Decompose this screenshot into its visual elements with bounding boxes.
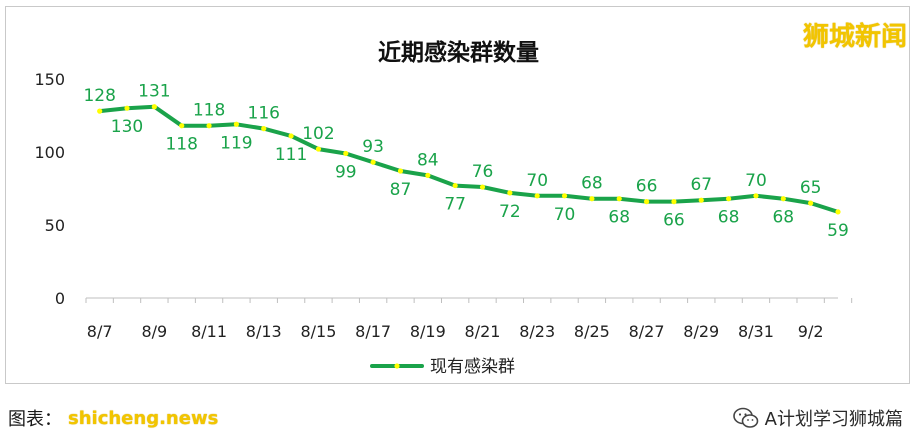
x-tick-label: 8/9	[141, 322, 167, 341]
source-label: 图表：	[8, 405, 62, 431]
data-point	[370, 159, 376, 165]
account-name: A计划学习狮城篇	[764, 409, 903, 430]
data-point	[261, 126, 267, 132]
x-tick-label: 8/31	[738, 322, 774, 341]
data-point	[151, 104, 157, 110]
x-tick-label: 8/11	[191, 322, 227, 341]
data-label: 111	[275, 145, 307, 165]
x-tick-label: 8/7	[87, 322, 113, 341]
x-tick-label: 8/23	[519, 322, 555, 341]
data-label: 68	[772, 208, 794, 228]
data-label: 118	[193, 101, 225, 121]
data-label: 68	[718, 208, 740, 228]
data-point	[425, 172, 431, 178]
x-tick-label: 9/2	[798, 322, 824, 341]
data-label: 93	[362, 137, 384, 157]
data-point	[780, 196, 786, 202]
site-watermark: shicheng.news	[68, 407, 219, 429]
data-point	[397, 168, 404, 174]
data-point	[671, 199, 677, 205]
data-label: 70	[526, 171, 548, 191]
data-label: 130	[111, 117, 143, 137]
top-watermark: 狮城新闻	[802, 22, 907, 52]
data-point	[589, 196, 595, 202]
data-label: 128	[83, 86, 115, 106]
series-line	[97, 104, 840, 214]
data-point	[97, 108, 103, 114]
x-tick-label: 8/27	[629, 322, 665, 341]
data-label: 66	[636, 177, 658, 197]
data-label: 87	[390, 180, 412, 200]
data-point	[233, 121, 239, 127]
data-point	[479, 184, 486, 190]
data-label: 116	[248, 104, 280, 124]
x-tick-label: 8/29	[683, 322, 719, 341]
legend-swatch-marker	[394, 363, 400, 369]
data-point	[561, 193, 568, 199]
account-caption: A计划学习狮城篇	[732, 405, 903, 431]
data-point	[315, 146, 322, 152]
legend-label: 现有感染群	[430, 357, 515, 377]
data-point	[452, 182, 458, 189]
wechat-icon	[732, 407, 758, 428]
data-point	[179, 123, 185, 129]
data-label: 72	[499, 202, 521, 222]
data-point	[835, 209, 841, 215]
x-tick-label: 8/15	[300, 322, 336, 341]
data-label: 65	[800, 178, 822, 198]
data-label: 70	[554, 205, 576, 225]
data-label: 68	[608, 208, 630, 228]
data-label: 67	[690, 175, 712, 195]
data-point	[507, 190, 513, 196]
data-label: 70	[745, 171, 767, 191]
data-point	[124, 105, 130, 111]
x-tick-label: 8/17	[355, 322, 391, 341]
data-label: 76	[472, 162, 494, 182]
data-label: 77	[444, 195, 466, 215]
source-caption: 图表： shicheng.news	[8, 405, 218, 431]
y-tick-label: 150	[34, 70, 65, 89]
y-tick-label: 0	[55, 289, 65, 308]
y-tick-label: 100	[34, 143, 65, 162]
x-tick-label: 8/25	[574, 322, 610, 341]
data-point	[698, 197, 704, 203]
chart-title: 近期感染群数量	[378, 40, 539, 66]
x-tick-label: 8/19	[410, 322, 446, 341]
data-label: 102	[302, 124, 334, 144]
data-point	[643, 199, 650, 205]
x-tick-label: 8/21	[465, 322, 501, 341]
data-label: 66	[663, 211, 685, 231]
data-point	[288, 133, 294, 139]
data-point	[206, 123, 212, 129]
x-tick-label: 8/13	[246, 322, 282, 341]
data-label: 131	[138, 82, 170, 102]
data-label: 119	[220, 133, 252, 153]
y-tick-label: 50	[45, 216, 65, 235]
data-label: 84	[417, 150, 439, 170]
data-point	[753, 193, 759, 199]
data-point	[343, 150, 349, 157]
data-point	[726, 196, 732, 202]
data-label: 99	[335, 162, 357, 182]
data-point	[808, 200, 814, 206]
data-label: 59	[827, 221, 849, 241]
data-point	[534, 193, 540, 199]
data-label: 118	[165, 135, 197, 155]
data-point	[616, 196, 622, 202]
data-label: 68	[581, 174, 603, 194]
